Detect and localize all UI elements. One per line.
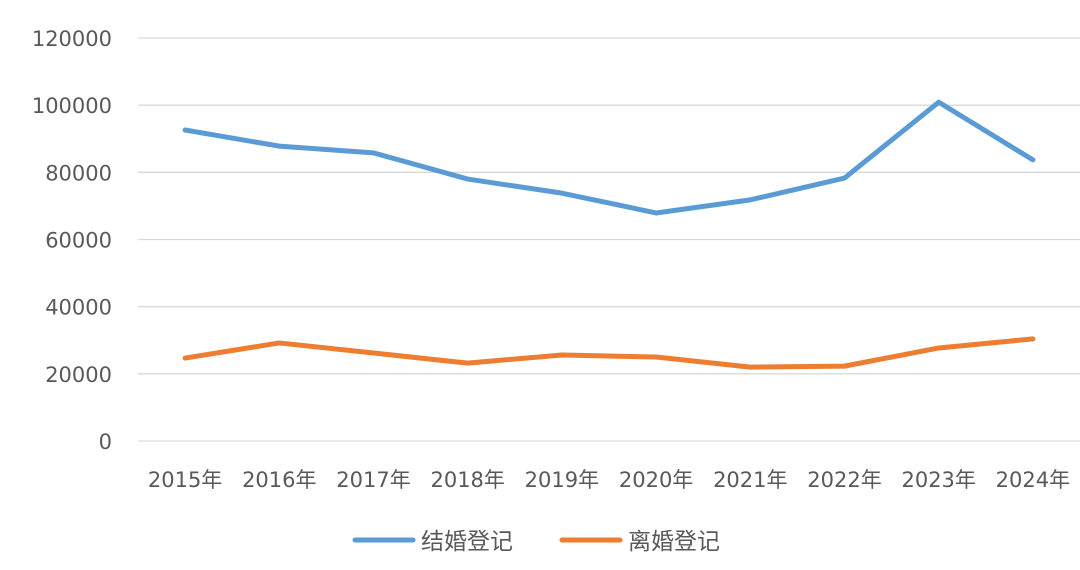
y-tick-label: 60000 [45, 229, 112, 253]
x-tick-label: 2019年 [525, 468, 599, 492]
x-tick-label: 2018年 [430, 468, 504, 492]
x-tick-label: 2020年 [619, 468, 693, 492]
x-tick-label: 2022年 [807, 468, 881, 492]
y-tick-label: 0 [99, 430, 112, 454]
x-tick-label: 2015年 [148, 468, 222, 492]
y-axis-ticks: 0 20000 40000 60000 80000 100000 120000 [32, 27, 112, 454]
legend-label-1: 离婚登记 [628, 529, 720, 555]
y-tick-label: 120000 [32, 27, 112, 51]
y-tick-label: 100000 [32, 94, 112, 118]
x-tick-label: 2016年 [242, 468, 316, 492]
y-tick-label: 20000 [45, 363, 112, 387]
x-tick-label: 2017年 [336, 468, 410, 492]
series-line-1 [185, 339, 1033, 367]
x-axis-ticks: 2015年 2016年 2017年 2018年 2019年 2020年 2021年 2022年… [148, 468, 1070, 492]
x-tick-label: 2024年 [996, 468, 1070, 492]
series-lines [185, 102, 1033, 367]
gridlines [138, 38, 1080, 441]
y-tick-label: 80000 [45, 161, 112, 185]
y-tick-label: 40000 [45, 296, 112, 320]
x-tick-label: 2023年 [901, 468, 975, 492]
legend-label-0: 结婚登记 [421, 529, 513, 555]
series-line-0 [185, 102, 1033, 213]
x-tick-label: 2021年 [713, 468, 787, 492]
legend: 结婚登记 离婚登记 [355, 529, 720, 555]
